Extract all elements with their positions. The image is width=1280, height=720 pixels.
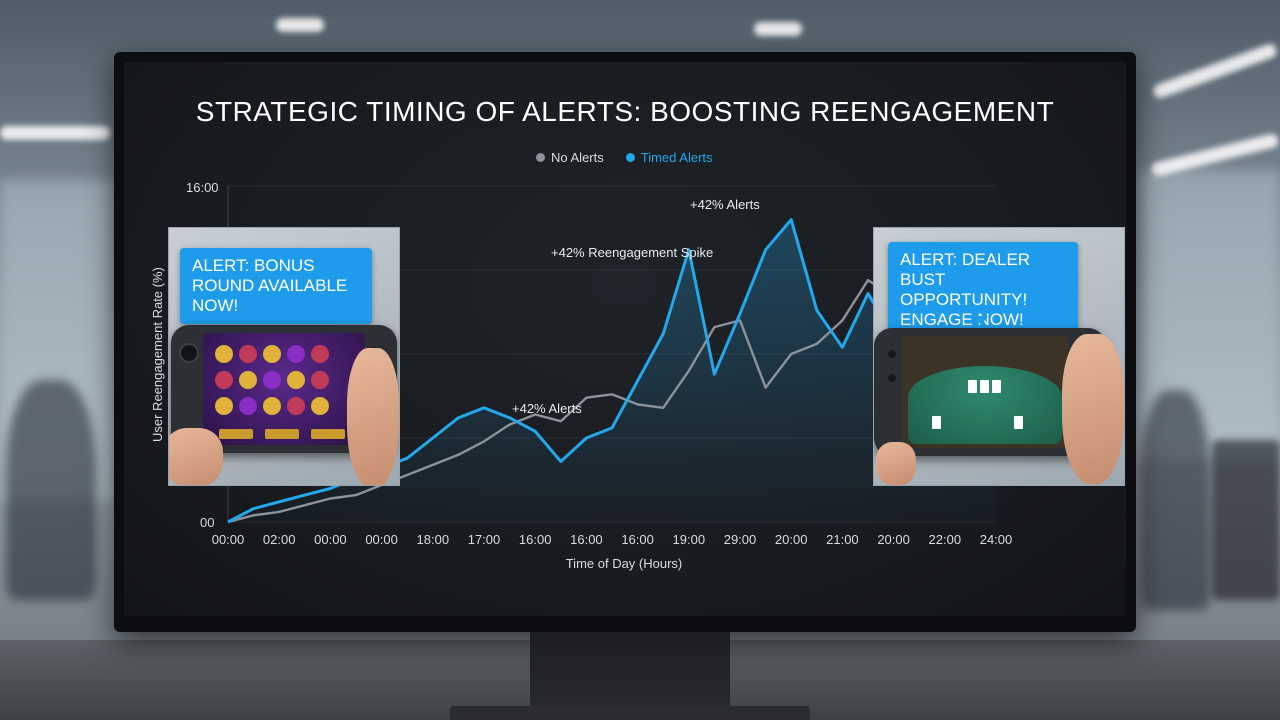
- x-tick-label: 21:00: [826, 532, 859, 547]
- legend-item-timed-alerts: Timed Alerts: [625, 150, 713, 165]
- x-tick-label: 00:00: [314, 532, 347, 547]
- action-button: [888, 350, 896, 358]
- player-hand: [169, 428, 223, 485]
- legend-marker-no-alerts: [536, 153, 545, 162]
- slot-symbol: [287, 397, 305, 415]
- slot-game-screen: [203, 333, 365, 445]
- x-tick-label: 18:00: [417, 532, 450, 547]
- x-tick-label: 20:00: [775, 532, 808, 547]
- slot-control-button: [219, 429, 253, 439]
- chart-title: STRATEGIC TIMING OF ALERTS: BOOSTING REE…: [195, 96, 1055, 127]
- x-tick-label: 29:00: [724, 532, 757, 547]
- timed-alerts-area: [228, 219, 996, 522]
- background-person: [1140, 390, 1210, 610]
- slot-symbol: [287, 345, 305, 363]
- playing-card: [932, 416, 941, 429]
- player-hand: [876, 442, 916, 485]
- left-thumbstick: [179, 343, 199, 363]
- x-tick-label: 00:00: [365, 532, 398, 547]
- alert-bubble-tail: [264, 302, 278, 311]
- x-tick-label: 16:00: [519, 532, 552, 547]
- slot-symbol: [263, 397, 281, 415]
- background-chair: [1212, 440, 1280, 600]
- slot-symbol: [215, 371, 233, 389]
- playing-card: [980, 380, 989, 393]
- chart-legend: No Alerts Timed Alerts: [536, 150, 713, 165]
- ceiling-light: [276, 18, 324, 32]
- slot-symbol: [263, 345, 281, 363]
- y-tick-label-bottom: 00: [200, 515, 214, 530]
- x-axis-title: Time of Day (Hours): [566, 556, 683, 571]
- legend-item-no-alerts: No Alerts: [536, 150, 604, 165]
- legend-label-no-alerts: No Alerts: [551, 150, 604, 165]
- slot-symbol: [239, 397, 257, 415]
- slot-symbol: [215, 345, 233, 363]
- x-tick-label: 00:00: [212, 532, 245, 547]
- x-tick-label: 22:00: [929, 532, 962, 547]
- monitor-stand: [530, 632, 730, 720]
- slot-control-button: [265, 429, 299, 439]
- slot-control-button: [311, 429, 345, 439]
- x-tick-label: 24:00: [980, 532, 1013, 547]
- playing-card: [968, 380, 977, 393]
- blackjack-table: [908, 366, 1062, 444]
- x-axis-ticks: 00:00 02:00 00:00 00:00 18:00 17:00 16:00 16:00…: [212, 532, 1013, 547]
- annotation-alerts-left: +42% Alerts: [512, 401, 582, 416]
- slot-symbol: [311, 371, 329, 389]
- ceiling-light: [1151, 42, 1279, 100]
- line-chart: 00:00 02:00 00:00 00:00 18:00 17:00 16:00 16:00…: [150, 180, 1013, 571]
- ceiling-light: [754, 22, 802, 36]
- inset-blackjack-alert: ALERT: DEALER BUST OPPORTUNITY! ENGAGE N…: [873, 227, 1125, 486]
- x-tick-label: 02:00: [263, 532, 296, 547]
- slot-symbol: [215, 397, 233, 415]
- x-tick-label: 16:00: [621, 532, 654, 547]
- alert-bubble-tail: [974, 316, 988, 325]
- action-button: [888, 374, 896, 382]
- player-hand: [1062, 334, 1124, 484]
- x-tick-label: 19:00: [673, 532, 706, 547]
- y-tick-label-top: 16:00: [186, 180, 219, 195]
- series-line-no-alerts: [227, 278, 997, 524]
- player-hand: [347, 348, 399, 485]
- playing-card: [1014, 416, 1023, 429]
- background-person: [6, 380, 96, 600]
- alert-bubble-dealer-bust: ALERT: DEALER BUST OPPORTUNITY! ENGAGE N…: [888, 242, 1078, 338]
- alert-bubble-bonus-round: ALERT: BONUS ROUND AVAILABLE NOW!: [180, 248, 372, 324]
- blackjack-game-screen: [902, 336, 1068, 448]
- legend-marker-timed-alerts: [625, 153, 635, 162]
- x-tick-label: 20:00: [877, 532, 910, 547]
- annotation-alerts-peak: +42% Alerts: [690, 197, 760, 212]
- slot-symbol: [311, 345, 329, 363]
- inset-slot-alert: ALERT: BONUS ROUND AVAILABLE NOW!: [168, 227, 400, 486]
- legend-label-timed-alerts: Timed Alerts: [640, 150, 713, 165]
- playing-card: [992, 380, 1001, 393]
- x-tick-label: 16:00: [570, 532, 603, 547]
- slot-symbol: [263, 371, 281, 389]
- slot-symbol: [239, 371, 257, 389]
- slot-symbol: [311, 397, 329, 415]
- ceiling-light: [0, 126, 110, 140]
- slot-symbol: [239, 345, 257, 363]
- slot-symbol: [287, 371, 305, 389]
- annotation-reengagement-spike: +42% Reengagement Spike: [551, 245, 713, 260]
- x-tick-label: 17:00: [468, 532, 501, 547]
- monitor-stand-base: [450, 706, 810, 720]
- y-axis-title: User Reengagement Rate (%): [150, 267, 165, 442]
